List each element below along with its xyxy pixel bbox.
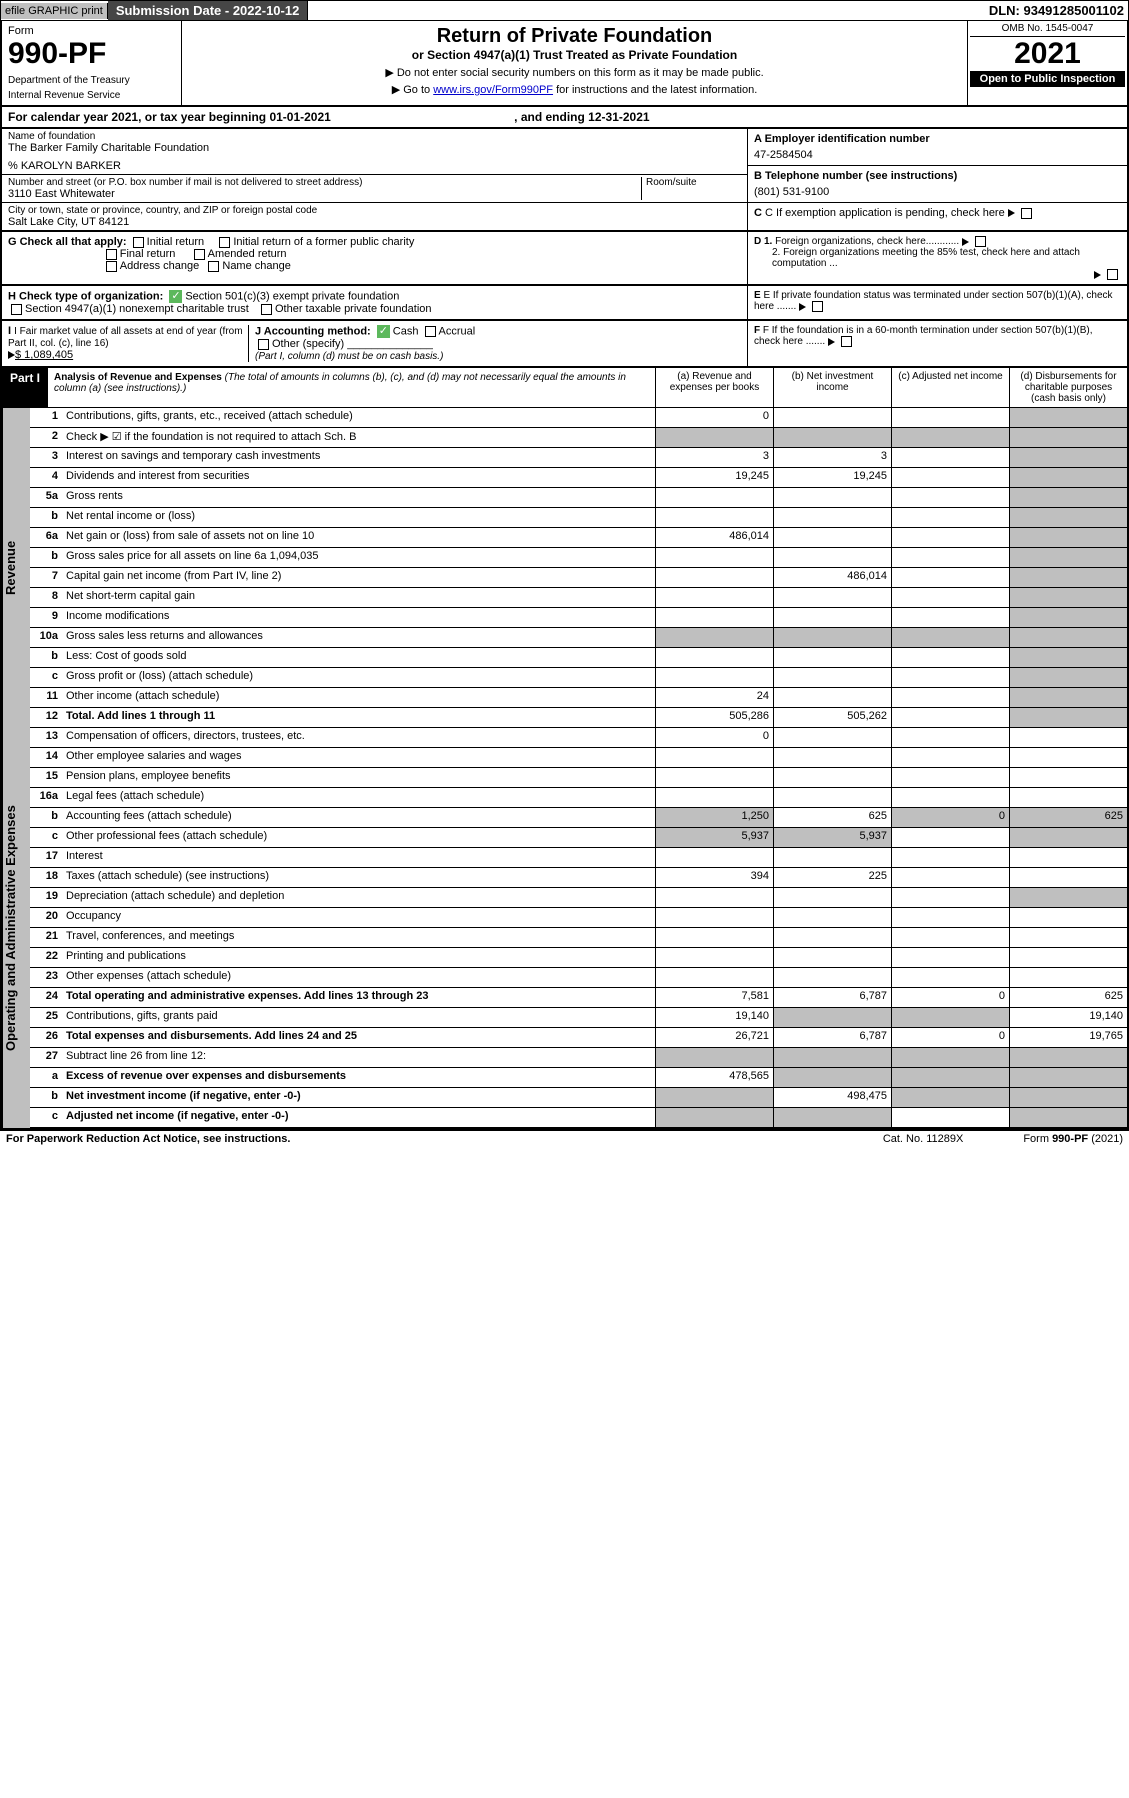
table-row: 12Total. Add lines 1 through 11505,28650… [30,708,1127,728]
id-left: Name of foundation The Barker Family Cha… [2,129,747,230]
table-row: bLess: Cost of goods sold [30,648,1127,668]
table-row: 17Interest [30,848,1127,868]
table-row: 15Pension plans, employee benefits [30,768,1127,788]
form-header: Form 990-PF Department of the Treasury I… [0,21,1129,107]
table-row: 5aGross rents [30,488,1127,508]
tax-year: 2021 [970,37,1125,71]
part1-header: Part I Analysis of Revenue and Expenses … [2,368,1127,408]
phone: (801) 531-9100 [754,186,1121,198]
table-row: 19Depreciation (attach schedule) and dep… [30,888,1127,908]
dept: Department of the Treasury [8,75,175,86]
header-left: Form 990-PF Department of the Treasury I… [2,21,182,105]
checkbox-c[interactable] [1021,208,1032,219]
header-right: OMB No. 1545-0047 2021 Open to Public In… [967,21,1127,105]
table-row: 13Compensation of officers, directors, t… [30,728,1127,748]
table-row: 10aGross sales less returns and allowanc… [30,628,1127,648]
table-row: 1Contributions, gifts, grants, etc., rec… [30,408,1127,428]
foundation-name: The Barker Family Charitable Foundation [8,142,741,154]
cat-no: Cat. No. 11289X [883,1133,964,1145]
footer-left: For Paperwork Reduction Act Notice, see … [6,1133,290,1145]
table-row: 27Subtract line 26 from line 12: [30,1048,1127,1068]
name-label: Name of foundation [8,131,741,142]
table-row: 23Other expenses (attach schedule) [30,968,1127,988]
omb: OMB No. 1545-0047 [970,23,1125,37]
col-b: (b) Net investment income [773,368,891,407]
chk-cash[interactable] [377,325,390,338]
checkbox-501c3[interactable] [169,290,182,303]
table-row: 4Dividends and interest from securities1… [30,468,1127,488]
id-block: Name of foundation The Barker Family Cha… [0,129,1129,232]
addr-label: Number and street (or P.O. box number if… [8,177,641,188]
city-label: City or town, state or province, country… [8,205,741,216]
cal-year: For calendar year 2021, or tax year begi… [0,107,1129,129]
open-public: Open to Public Inspection [970,71,1125,87]
table-row: aExcess of revenue over expenses and dis… [30,1068,1127,1088]
table-row: cGross profit or (loss) (attach schedule… [30,668,1127,688]
table-row: 20Occupancy [30,908,1127,928]
phone-label: B Telephone number (see instructions) [754,170,1121,182]
table-row: 25Contributions, gifts, grants paid19,14… [30,1008,1127,1028]
header-mid: Return of Private Foundation or Section … [182,21,967,105]
table-row: 21Travel, conferences, and meetings [30,928,1127,948]
section-g-d: G Check all that apply: Initial return I… [0,232,1129,286]
ein: 47-2584504 [754,149,1121,161]
table-row: cAdjusted net income (if negative, enter… [30,1108,1127,1128]
d1: D 1. Foreign organizations, check here..… [754,236,1121,247]
table-row: 16aLegal fees (attach schedule) [30,788,1127,808]
expenses-tab: Operating and Administrative Expenses [2,728,30,1128]
col-c: (c) Adjusted net income [891,368,1009,407]
expense-rows: 13Compensation of officers, directors, t… [30,728,1127,1128]
part1-label: Part I [2,368,48,407]
table-row: 26Total expenses and disbursements. Add … [30,1028,1127,1048]
footer: For Paperwork Reduction Act Notice, see … [0,1130,1129,1147]
table-row: 3Interest on savings and temporary cash … [30,448,1127,468]
col-d: (d) Disbursements for charitable purpose… [1009,368,1127,407]
table-row: 7Capital gain net income (from Part IV, … [30,568,1127,588]
table-row: bNet rental income or (loss) [30,508,1127,528]
irs: Internal Revenue Service [8,90,175,101]
g-label: G Check all that apply: [8,236,127,248]
id-right: A Employer identification number 47-2584… [747,129,1127,230]
table-row: 8Net short-term capital gain [30,588,1127,608]
form-subtitle: or Section 4947(a)(1) Trust Treated as P… [186,48,963,62]
exemption-pending: C C If exemption application is pending,… [748,203,1127,223]
section-i-j-f: I I Fair market value of all assets at e… [0,321,1129,368]
submission-date: Submission Date - 2022-10-12 [108,1,309,20]
table-row: bAccounting fees (attach schedule)1,2506… [30,808,1127,828]
care-of: % KAROLYN BARKER [8,160,741,172]
irs-link[interactable]: www.irs.gov/Form990PF [433,84,553,96]
col-a: (a) Revenue and expenses per books [655,368,773,407]
efile-label: efile GRAPHIC print [1,3,108,19]
form-number: 990-PF [8,37,175,71]
city-state-zip: Salt Lake City, UT 84121 [8,216,741,228]
d2: 2. Foreign organizations meeting the 85%… [754,247,1121,269]
dln: DLN: 93491285001102 [985,1,1128,20]
instr1: ▶ Do not enter social security numbers o… [186,66,963,79]
room-label: Room/suite [641,177,741,200]
revenue-tab: Revenue [2,408,30,728]
fmv: $ 1,089,405 [15,349,73,361]
table-row: 14Other employee salaries and wages [30,748,1127,768]
table-row: 22Printing and publications [30,948,1127,968]
form-word: Form [8,25,175,37]
footer-right: Form 990-PF (2021) [1023,1133,1123,1145]
table-row: 6aNet gain or (loss) from sale of assets… [30,528,1127,548]
revenue-rows: 1Contributions, gifts, grants, etc., rec… [30,408,1127,728]
table-row: 9Income modifications [30,608,1127,628]
part1-block: Part I Analysis of Revenue and Expenses … [0,368,1129,1130]
table-row: 24Total operating and administrative exp… [30,988,1127,1008]
h-label: H Check type of organization: [8,291,163,303]
table-row: bNet investment income (if negative, ent… [30,1088,1127,1108]
table-row: 2Check ▶ ☑ if the foundation is not requ… [30,428,1127,448]
table-row: bGross sales price for all assets on lin… [30,548,1127,568]
table-row: 18Taxes (attach schedule) (see instructi… [30,868,1127,888]
street-address: 3110 East Whitewater [8,188,641,200]
table-row: cOther professional fees (attach schedul… [30,828,1127,848]
table-row: 11Other income (attach schedule)24 [30,688,1127,708]
form-title: Return of Private Foundation [186,25,963,48]
section-h-e: H Check type of organization: Section 50… [0,286,1129,321]
top-bar: efile GRAPHIC print Submission Date - 20… [0,0,1129,21]
instr2: ▶ Go to www.irs.gov/Form990PF for instru… [186,83,963,96]
ein-label: A Employer identification number [754,133,1121,145]
